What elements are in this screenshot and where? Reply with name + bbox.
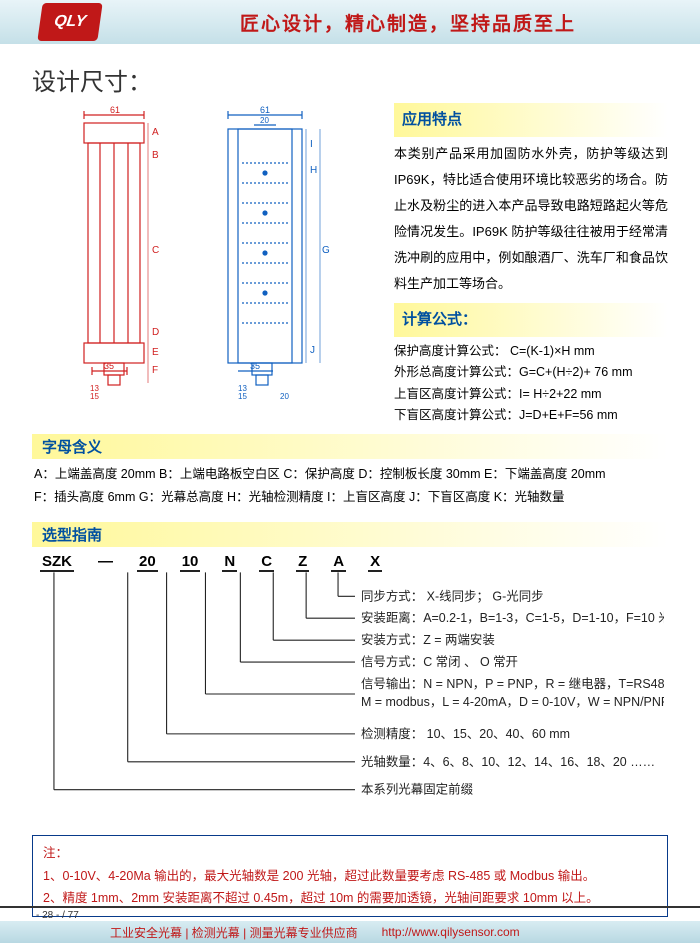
svg-text:A: A <box>152 127 159 138</box>
code-x: X <box>368 553 382 572</box>
note-label: 注： <box>43 842 657 865</box>
letters-header: 字母含义 <box>32 434 668 459</box>
slogan-text: 匠心设计，精心制造，坚持品质至上 <box>240 9 576 36</box>
svg-text:61: 61 <box>260 105 270 115</box>
letters-row1: A：上端盖高度 20mm B：上端电路板空白区 C：保护高度 D：控制板长度 3… <box>34 463 666 486</box>
svg-text:I: I <box>310 139 313 150</box>
selector-guide: SZK — 20 10 N C Z A X 同步方式： X-线同步； G-光同步 <box>32 547 668 821</box>
footer-tagline: 工业安全光幕 | 检测光幕 | 测量光幕专业供应商 <box>110 924 358 941</box>
code-dash: — <box>96 553 115 572</box>
footer-url: http://www.qilysensor.com <box>382 925 520 939</box>
svg-text:G: G <box>322 245 330 256</box>
brand-logo: QLY <box>37 3 102 41</box>
svg-text:D: D <box>152 327 159 338</box>
model-code: SZK — 20 10 N C Z A X <box>40 553 664 572</box>
code-n: N <box>222 553 237 572</box>
code-c: C <box>259 553 274 572</box>
guide-item-7: 本系列光幕固定前缀 <box>361 782 474 797</box>
guide-item-3: 信号方式：C 常闭 、 O 常开 <box>361 654 518 669</box>
svg-text:61: 61 <box>110 105 120 115</box>
code-szk: SZK <box>40 553 74 572</box>
guide-header: 选型指南 <box>32 522 668 547</box>
svg-text:E: E <box>152 347 159 358</box>
formula-1: 保护高度计算公式： C=(K-1)×H mm <box>394 341 668 362</box>
svg-text:15: 15 <box>90 392 99 401</box>
svg-text:F: F <box>152 365 158 376</box>
svg-text:C: C <box>152 245 159 256</box>
guide-item-6: 光轴数量：4、6、8、10、12、14、16、18、20 …… <box>361 754 655 769</box>
note-line1: 1、0-10V、4-20Ma 输出的，最大光轴数是 200 光轴，超过此数量要考… <box>43 865 657 888</box>
formula-4: 下盲区高度计算公式：J=D+E+F=56 mm <box>394 405 668 426</box>
guide-item-4b: M = modbus，L = 4-20mA，D = 0-10V，W = NPN/… <box>361 694 664 709</box>
code-20: 20 <box>137 553 158 572</box>
dimension-diagram: 61 35 A B <box>32 103 384 426</box>
svg-text:20: 20 <box>260 116 269 125</box>
svg-text:J: J <box>310 345 315 356</box>
formula-header: 计算公式： <box>394 303 668 337</box>
guide-item-4a: 信号输出：N = NPN，P = PNP，R = 继电器，T=RS485 <box>361 676 664 691</box>
svg-text:15: 15 <box>238 392 247 401</box>
formula-2: 外形总高度计算公式：G=C+(H÷2)+ 76 mm <box>394 362 668 383</box>
svg-text:B: B <box>152 150 159 161</box>
guide-item-5: 检测精度： 10、15、20、40、60 mm <box>361 726 570 741</box>
feature-text: 本类别产品采用加固防水外壳，防护等级达到 IP69K，特比适合使用环境比较恶劣的… <box>394 141 668 297</box>
letters-body: A：上端盖高度 20mm B：上端电路板空白区 C：保护高度 D：控制板长度 3… <box>32 459 668 514</box>
feature-header: 应用特点 <box>394 103 668 137</box>
guide-item-1: 安装距离：A=0.2-1，B=1-3，C=1-5，D=1-10，F=10 米以上 <box>361 610 664 625</box>
guide-lines: 同步方式： X-线同步； G-光同步 安装距离：A=0.2-1，B=1-3，C=… <box>36 572 664 812</box>
page-footer: - 28 - / 77 工业安全光幕 | 检测光幕 | 测量光幕专业供应商 ht… <box>0 906 700 942</box>
formula-3: 上盲区高度计算公式：I= H÷2+22 mm <box>394 384 668 405</box>
note-box: 注： 1、0-10V、4-20Ma 输出的，最大光轴数是 200 光轴，超过此数… <box>32 835 668 917</box>
page-title: 设计尺寸： <box>32 62 668 97</box>
guide-item-0: 同步方式： X-线同步； G-光同步 <box>361 588 544 603</box>
code-z: Z <box>296 553 309 572</box>
page-number: - 28 - / 77 <box>0 908 700 921</box>
code-a: A <box>331 553 346 572</box>
svg-text:H: H <box>310 165 317 176</box>
letters-row2: F：插头高度 6mm G：光幕总高度 H：光轴检测精度 I：上盲区高度 J：下盲… <box>34 486 666 509</box>
code-10: 10 <box>180 553 201 572</box>
header-bar: QLY 匠心设计，精心制造，坚持品质至上 <box>0 0 700 44</box>
guide-item-2: 安装方式：Z = 两端安装 <box>361 632 495 647</box>
svg-text:20: 20 <box>280 392 289 401</box>
page-content: 设计尺寸： 61 35 <box>0 44 700 917</box>
